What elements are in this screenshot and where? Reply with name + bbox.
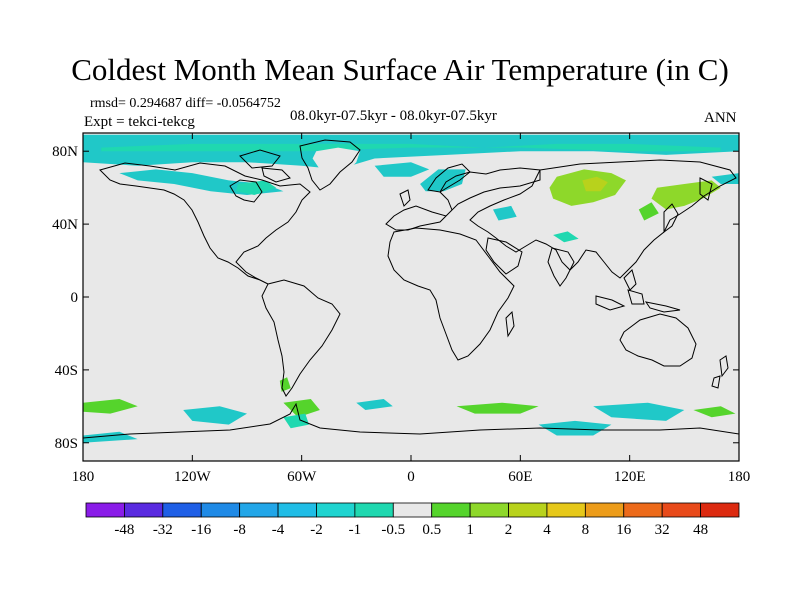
colorbar-box-15 — [661, 502, 701, 518]
colorbar-box-6 — [316, 502, 356, 518]
region-arctic-cooling-light — [101, 143, 721, 152]
coastline-asia — [469, 159, 737, 279]
rmsd-diff-stats: rmsd= 0.294687 diff= -0.0564752 — [90, 96, 281, 111]
region-siberia-warming-core — [582, 176, 608, 192]
coastline-madagascar — [505, 310, 515, 338]
region-southern-ocean-4 — [356, 399, 393, 410]
x-tick-label-2: 60W — [287, 469, 317, 485]
colorbar-box-12 — [546, 502, 586, 518]
region-tibet-cool — [553, 231, 579, 243]
colorbar-label-15: 48 — [693, 522, 708, 538]
coastline-kamchatka — [699, 177, 713, 201]
colorbar-label-4: -4 — [272, 522, 285, 538]
colorbar-label-13: 16 — [616, 522, 632, 538]
coastline-greenland — [299, 139, 361, 191]
x-tick-label-4: 60E — [508, 469, 532, 485]
region-arctic-cooling — [83, 134, 739, 170]
colorbar-label-1: -32 — [153, 522, 173, 538]
colorbar-box-4 — [239, 502, 279, 518]
coastlines — [83, 139, 739, 439]
colorbar-label-0: -48 — [114, 522, 134, 538]
coastline-africa — [387, 227, 515, 361]
region-southern-ocean-3 — [283, 399, 320, 418]
coastline-new-zealand — [711, 355, 729, 389]
colorbar-box-10 — [469, 502, 509, 518]
coastline-british-isles — [399, 189, 411, 207]
coastline-australia — [619, 313, 697, 367]
region-caspian-cool — [493, 205, 517, 221]
anomaly-field — [83, 134, 739, 443]
region-far-east-warming — [651, 180, 721, 210]
colorbar-box-0 — [85, 502, 125, 518]
region-southern-ocean-1 — [83, 399, 138, 414]
y-tick-label-4: 80S — [55, 436, 78, 452]
y-tick-label-3: 40S — [55, 363, 78, 379]
coastline-europe — [385, 167, 541, 231]
region-antarctic-pen — [283, 413, 309, 429]
colorbar-box-3 — [200, 502, 241, 518]
colorbar-label-11: 4 — [543, 522, 551, 538]
y-tick-label-0: 80N — [52, 144, 78, 160]
colorbar-box-2 — [162, 502, 202, 518]
region-antarctic-east — [538, 420, 612, 436]
colorbar-box-7 — [354, 502, 394, 518]
coastline-hudson-bay — [229, 179, 263, 203]
region-scandinavia — [420, 169, 466, 192]
coastline-scandinavia — [427, 163, 471, 193]
x-tick-label-6: 180 — [728, 469, 751, 485]
experiment-label: Expt = tekci-tekcg — [84, 114, 195, 130]
chart-title: Coldest Month Mean Surface Air Temperatu… — [71, 52, 729, 87]
x-tick-label-0: 180 — [72, 469, 95, 485]
x-tick-label-1: 120W — [174, 469, 212, 485]
colorbar-label-14: 32 — [655, 522, 670, 538]
region-greenland-interior — [312, 147, 360, 181]
coastline-arctic-islands — [239, 149, 291, 183]
coastline-indonesia — [595, 269, 681, 313]
region-hudson-bay — [236, 180, 277, 195]
region-bering — [711, 173, 739, 184]
y-tick-label-1: 40N — [52, 217, 78, 233]
colorbar-box-16 — [700, 502, 740, 518]
colorbar-box-13 — [584, 502, 625, 518]
season-label: ANN — [704, 110, 737, 126]
region-norway-sea — [374, 162, 430, 177]
coastline-antarctica — [83, 402, 739, 439]
colorbar-box-9 — [431, 502, 471, 518]
coastline-north-america — [99, 162, 311, 285]
colorbar-label-2: -16 — [191, 522, 211, 538]
y-tick-label-2: 0 — [71, 290, 79, 306]
colorbar-label-12: 8 — [582, 522, 590, 538]
coastline-india — [547, 247, 575, 287]
colorbar-label-6: -1 — [349, 522, 362, 538]
region-southern-ocean-6 — [593, 402, 685, 421]
region-far-east-small — [638, 202, 659, 221]
colorbar-label-9: 1 — [466, 522, 474, 538]
axis-ticks: 180 120W 60W 0 60E 120E 180 80N 40N 0 40S 80S — [52, 133, 750, 485]
colorbar-label-7: -0.5 — [381, 522, 405, 538]
region-southern-ocean-5 — [456, 402, 539, 414]
colorbar-label-3: -8 — [233, 522, 246, 538]
colorbar-box-5 — [277, 502, 317, 518]
coastline-south-america — [261, 279, 341, 397]
coastline-arabia — [485, 237, 523, 275]
colorbar-label-10: 2 — [505, 522, 513, 538]
colorbar-box-1 — [124, 502, 164, 518]
colorbar-box-8 — [392, 502, 433, 518]
colorbar-box-14 — [623, 502, 663, 518]
coastline-japan — [663, 203, 679, 233]
colorbar-label-5: -2 — [310, 522, 323, 538]
colorbar: -48 -32 -16 -8 -4 -2 -1 -0.5 0.5 1 2 4 8 16 32 48 — [85, 502, 740, 538]
region-southern-ocean-7 — [693, 406, 736, 418]
colorbar-box-11 — [508, 502, 548, 518]
x-tick-label-3: 0 — [407, 469, 415, 485]
period-subtitle: 08.0kyr-07.5kyr - 08.0kyr-07.5kyr — [290, 108, 497, 124]
x-tick-label-5: 120E — [614, 469, 646, 485]
colorbar-label-8: 0.5 — [422, 522, 441, 538]
region-southern-ocean-2 — [183, 406, 247, 425]
